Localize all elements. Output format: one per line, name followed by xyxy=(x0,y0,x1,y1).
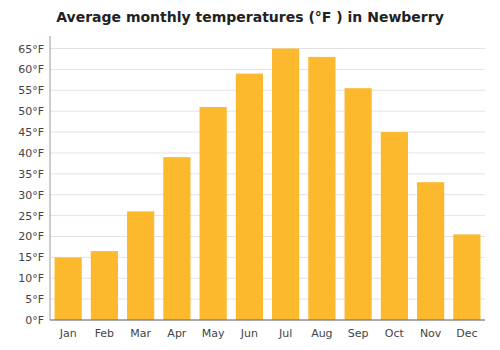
grid xyxy=(50,49,485,320)
bar xyxy=(308,57,335,320)
grid-line xyxy=(50,320,485,321)
grid-line xyxy=(50,90,485,91)
x-tick-label: Feb xyxy=(95,327,114,340)
grid-line xyxy=(50,111,485,112)
y-tick-label: 25°F xyxy=(18,210,44,223)
x-tick-label: Jan xyxy=(59,327,77,340)
y-tick-label: 45°F xyxy=(18,126,44,139)
grid-line xyxy=(50,152,485,153)
y-tick-label: 40°F xyxy=(18,147,44,160)
y-tick-label: 5°F xyxy=(25,293,44,306)
y-tick-label: 65°F xyxy=(18,43,44,56)
page: {"chart_data": {"type": "bar", "title": … xyxy=(0,0,500,350)
x-tick-label: Apr xyxy=(167,327,187,340)
title: Average monthly temperatures (°F ) in Ne… xyxy=(56,9,444,25)
y-tick-label: 10°F xyxy=(18,272,44,285)
y-tick-label: 20°F xyxy=(18,230,44,243)
x-tick-label: Nov xyxy=(420,327,442,340)
bar xyxy=(127,211,154,320)
grid-line xyxy=(50,69,485,70)
x-axis-line xyxy=(50,320,485,321)
y-axis: 0°F 5°F 10°F 15°F 20°F 25°F 30°F 35°F 40°F 45°F 50… xyxy=(18,36,50,327)
grid-line xyxy=(50,48,485,49)
grid-line xyxy=(50,132,485,133)
y-tick-label: 35°F xyxy=(18,168,44,181)
y-tick-label: 50°F xyxy=(18,105,44,118)
bar xyxy=(91,251,118,320)
bar xyxy=(345,88,372,320)
y-tick-label: 15°F xyxy=(18,251,44,264)
chart: Average monthly temperatures (°F ) in Ne… xyxy=(0,0,500,350)
bar xyxy=(272,49,299,320)
bar xyxy=(163,157,190,320)
x-tick-label: Jul xyxy=(278,327,292,340)
y-tick-label: 0°F xyxy=(25,314,44,327)
x-tick-label: May xyxy=(202,327,225,340)
bar xyxy=(417,182,444,320)
bar xyxy=(236,74,263,320)
x-axis: Jan Feb Mar Apr May Jun Jul Aug Sep Oct Nov Dec xyxy=(50,320,485,340)
bar xyxy=(453,234,480,320)
x-tick-label: Jun xyxy=(240,327,258,340)
bar xyxy=(55,257,82,320)
bars xyxy=(55,49,481,320)
grid-line xyxy=(50,173,485,174)
y-tick-label: 60°F xyxy=(18,63,44,76)
x-tick-label: Oct xyxy=(385,327,405,340)
x-tick-label: Aug xyxy=(311,327,332,340)
y-axis-line xyxy=(50,36,51,320)
x-tick-label: Mar xyxy=(130,327,151,340)
bar xyxy=(381,132,408,320)
x-tick-label: Sep xyxy=(348,327,369,340)
y-tick-label: 55°F xyxy=(18,84,44,97)
x-tick-label: Dec xyxy=(456,327,477,340)
bar xyxy=(200,107,227,320)
y-tick-label: 30°F xyxy=(18,189,44,202)
